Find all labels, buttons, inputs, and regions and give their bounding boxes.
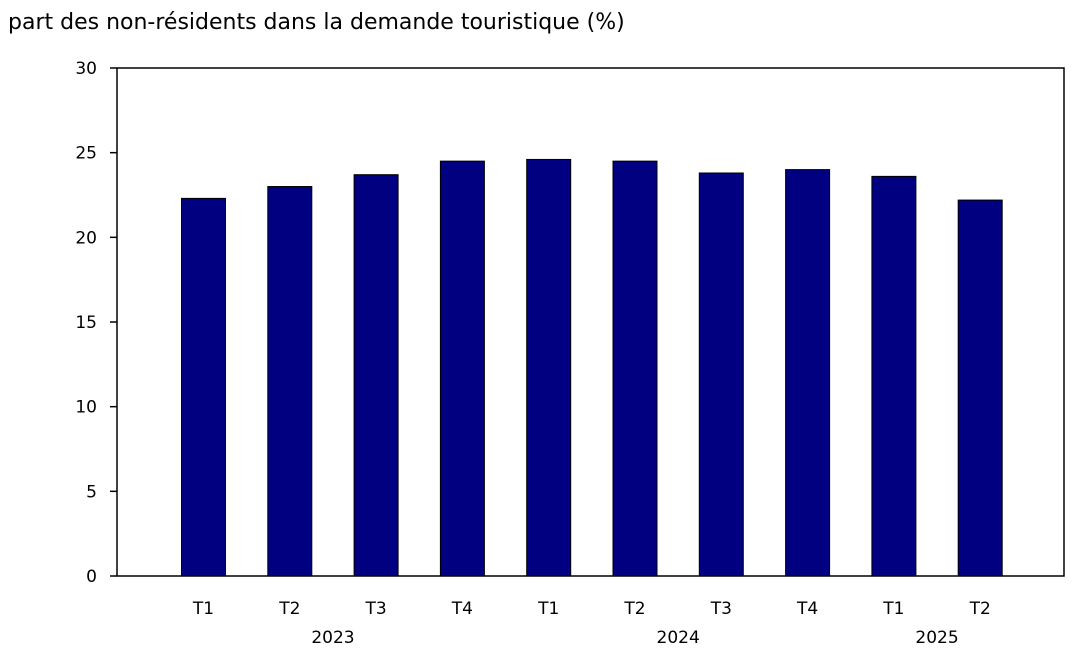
y-tick-label: 0 <box>86 567 97 587</box>
y-tick-label: 15 <box>75 313 97 333</box>
bar-t1-0 <box>181 197 226 577</box>
y-axis: 0 5 10 15 20 25 30 <box>75 59 117 587</box>
y-tick-label: 25 <box>75 144 97 164</box>
x-tick-label: T4 <box>451 599 473 619</box>
y-tick-label: 10 <box>75 398 97 418</box>
bar-t3-6 <box>698 172 744 577</box>
year-group-label: 2024 <box>657 628 700 648</box>
year-group-label: 2025 <box>915 628 958 648</box>
x-tick-label: T2 <box>969 599 991 619</box>
x-tick-label: T3 <box>710 599 732 619</box>
x-axis: T1 T2 T3 T4 T1 T2 T3 T4 T1 T2 2023 2024 2025 <box>192 599 991 648</box>
bar-t1-8 <box>871 175 917 577</box>
x-tick-label: T3 <box>364 599 386 619</box>
y-tick-label: 5 <box>86 482 97 502</box>
bar-t2-9 <box>957 199 1003 577</box>
x-tick-label: T4 <box>796 599 818 619</box>
chart-title: part des non-résidents dans la demande t… <box>8 10 625 35</box>
x-tick-label: T2 <box>278 599 300 619</box>
bar-t1-4 <box>526 158 572 577</box>
bar-t2-5 <box>612 160 658 577</box>
x-tick-label: T2 <box>623 599 645 619</box>
x-tick-label: T1 <box>537 599 559 619</box>
y-tick-label: 20 <box>75 228 97 248</box>
x-tick-label: T1 <box>192 599 214 619</box>
y-tick-label: 30 <box>75 59 97 79</box>
bar-t4-3 <box>439 160 485 577</box>
plot-frame <box>116 67 1065 577</box>
year-group-label: 2023 <box>311 628 354 648</box>
x-tick-label: T1 <box>882 599 904 619</box>
bar-t2-1 <box>267 186 313 577</box>
bar-t4-7 <box>785 169 831 577</box>
bars-group <box>181 158 1003 577</box>
bar-t3-2 <box>353 174 399 577</box>
